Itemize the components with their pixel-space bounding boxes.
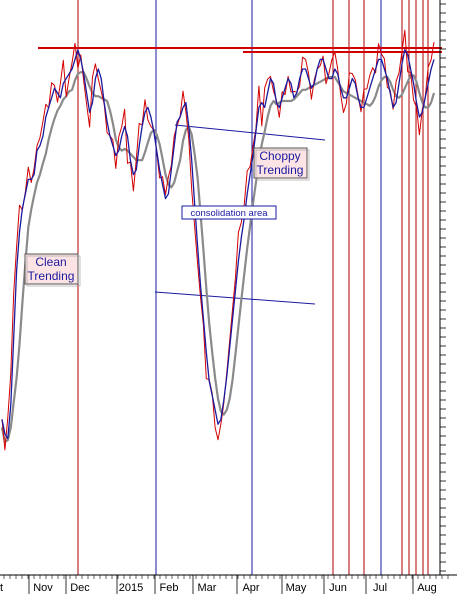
x-tick-label-partial: t bbox=[0, 582, 3, 594]
x-tick-label: Dec bbox=[70, 582, 90, 594]
annotation-clean-line1: Clean bbox=[35, 255, 66, 269]
x-tick-label: Nov bbox=[33, 582, 53, 594]
x-tick-label: Jun bbox=[329, 582, 347, 594]
fast-moving-average-line bbox=[1, 49, 435, 440]
annotation-choppy-trending: Choppy Trending bbox=[253, 147, 310, 181]
x-tick-label: 2015 bbox=[119, 582, 143, 594]
annotation-consolidation-text: consolidation area bbox=[190, 208, 268, 219]
horizontal-resistance-lines bbox=[38, 47, 442, 53]
x-tick-label: Aug bbox=[417, 582, 437, 594]
price-line bbox=[1, 29, 435, 451]
annotation-clean-trending: Clean Trending bbox=[24, 253, 81, 287]
consolidation-upper-line bbox=[174, 124, 326, 141]
axes bbox=[0, 0, 457, 579]
x-tick-label: Jul bbox=[373, 582, 387, 594]
annotation-choppy-line1: Choppy bbox=[259, 149, 300, 163]
annotation-choppy-line2: Trending bbox=[257, 163, 304, 177]
x-tick-label: May bbox=[286, 582, 307, 594]
x-axis-tick-labels: Nov Dec 2015 Feb Mar Apr May Jun Jul Aug t bbox=[0, 575, 437, 594]
x-tick-label: Apr bbox=[242, 582, 259, 594]
annotation-consolidation-area: consolidation area bbox=[181, 205, 277, 220]
vertical-marker-lines bbox=[77, 0, 429, 575]
series-layer bbox=[0, 29, 436, 451]
annotation-clean-line2: Trending bbox=[28, 269, 75, 283]
x-tick-label: Feb bbox=[160, 582, 179, 594]
x-tick-label: Mar bbox=[198, 582, 217, 594]
